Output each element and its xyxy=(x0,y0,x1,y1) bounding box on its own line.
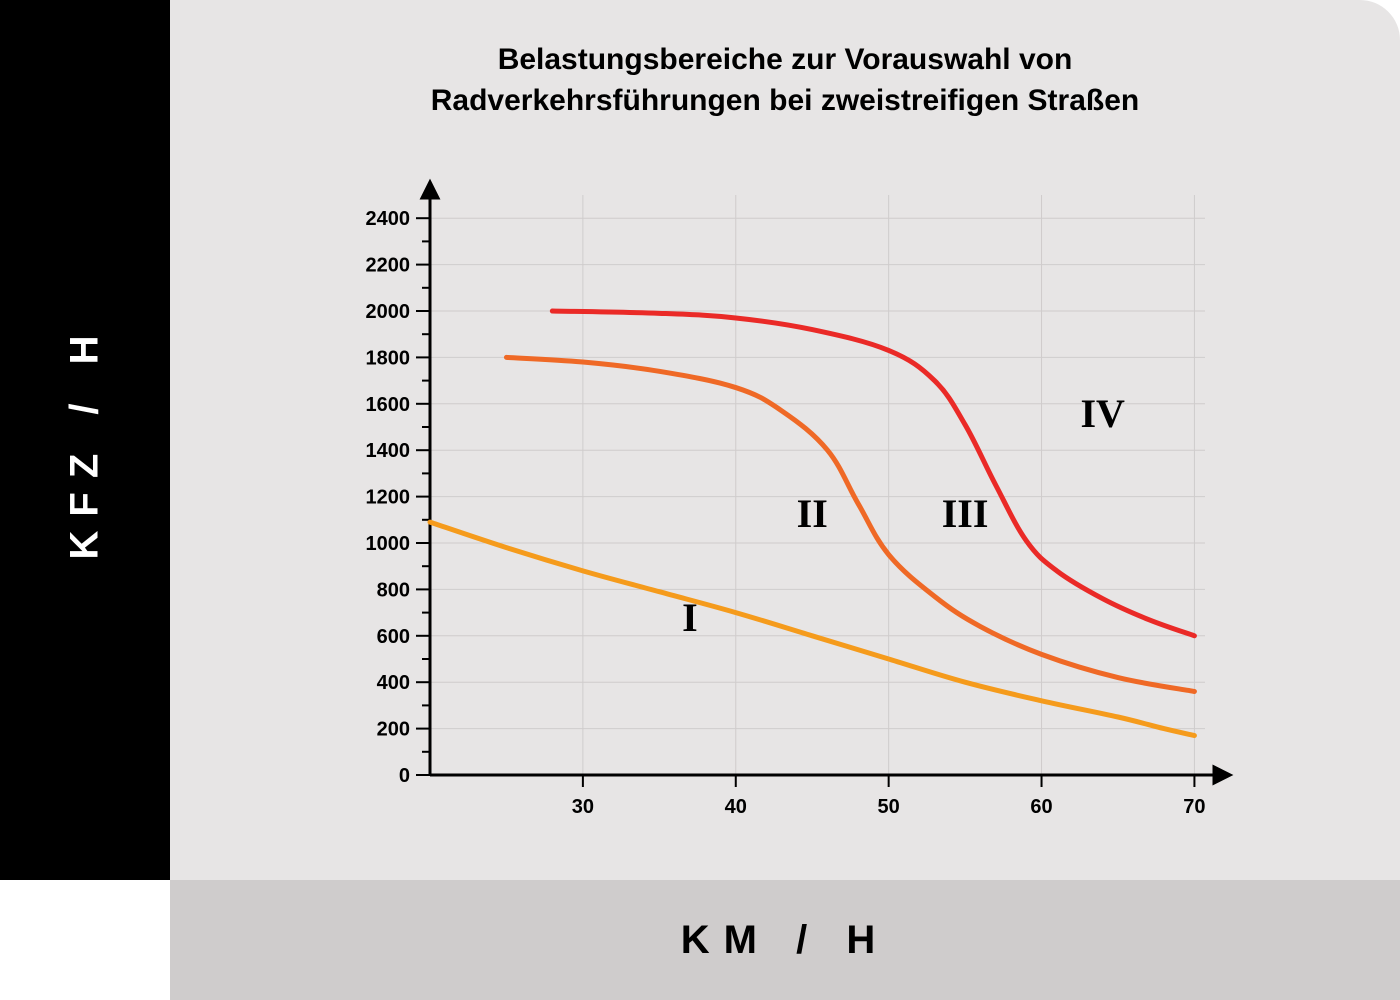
x-tick-label: 40 xyxy=(725,796,747,818)
y-tick-label: 1800 xyxy=(366,347,411,369)
y-tick-label: 200 xyxy=(377,719,410,741)
y-tick-label: 1200 xyxy=(366,487,411,509)
chart-panel: Belastungsbereiche zur Vorauswahl von Ra… xyxy=(170,0,1400,880)
y-tick-label: 400 xyxy=(377,672,410,694)
region-label-IV: IV xyxy=(1080,391,1125,436)
y-axis-sidebar: KFZ / H xyxy=(0,0,170,880)
region-label-III: III xyxy=(942,491,989,536)
chart-title-line2: Radverkehrsführungen bei zweistreifigen … xyxy=(431,84,1140,117)
x-tick-label: 50 xyxy=(878,796,900,818)
x-tick-label: 70 xyxy=(1183,796,1205,818)
x-tick-label: 60 xyxy=(1030,796,1052,818)
y-axis-label: KFZ / H xyxy=(63,321,108,559)
y-tick-label: 1400 xyxy=(366,440,411,462)
chart-title-line1: Belastungsbereiche zur Vorauswahl von xyxy=(498,43,1073,76)
y-tick-label: 1000 xyxy=(366,533,411,555)
chart-plot-area: 0 200 400 600 800 1000 1200 1400 1600 1800 2000 220… xyxy=(355,175,1255,835)
y-tick-label: 800 xyxy=(377,579,410,601)
y-tick-label: 2200 xyxy=(366,255,411,277)
region-label-II: II xyxy=(797,491,828,536)
y-tick-label: 600 xyxy=(377,626,410,648)
chart-svg: 0 200 400 600 800 1000 1200 1400 1600 1800 2000 220… xyxy=(355,175,1255,835)
y-tick-label: 0 xyxy=(399,765,410,787)
y-tick-label: 1600 xyxy=(366,394,411,416)
chart-title: Belastungsbereiche zur Vorauswahl von Ra… xyxy=(170,40,1400,121)
x-axis-label: KM / H xyxy=(681,918,889,963)
region-label-I: I xyxy=(682,595,698,640)
x-tick-label: 30 xyxy=(572,796,594,818)
y-tick-label: 2400 xyxy=(366,208,411,230)
y-tick-label: 2000 xyxy=(366,301,411,323)
x-axis-bar: KM / H xyxy=(170,880,1400,1000)
curve-I-II xyxy=(430,522,1194,735)
